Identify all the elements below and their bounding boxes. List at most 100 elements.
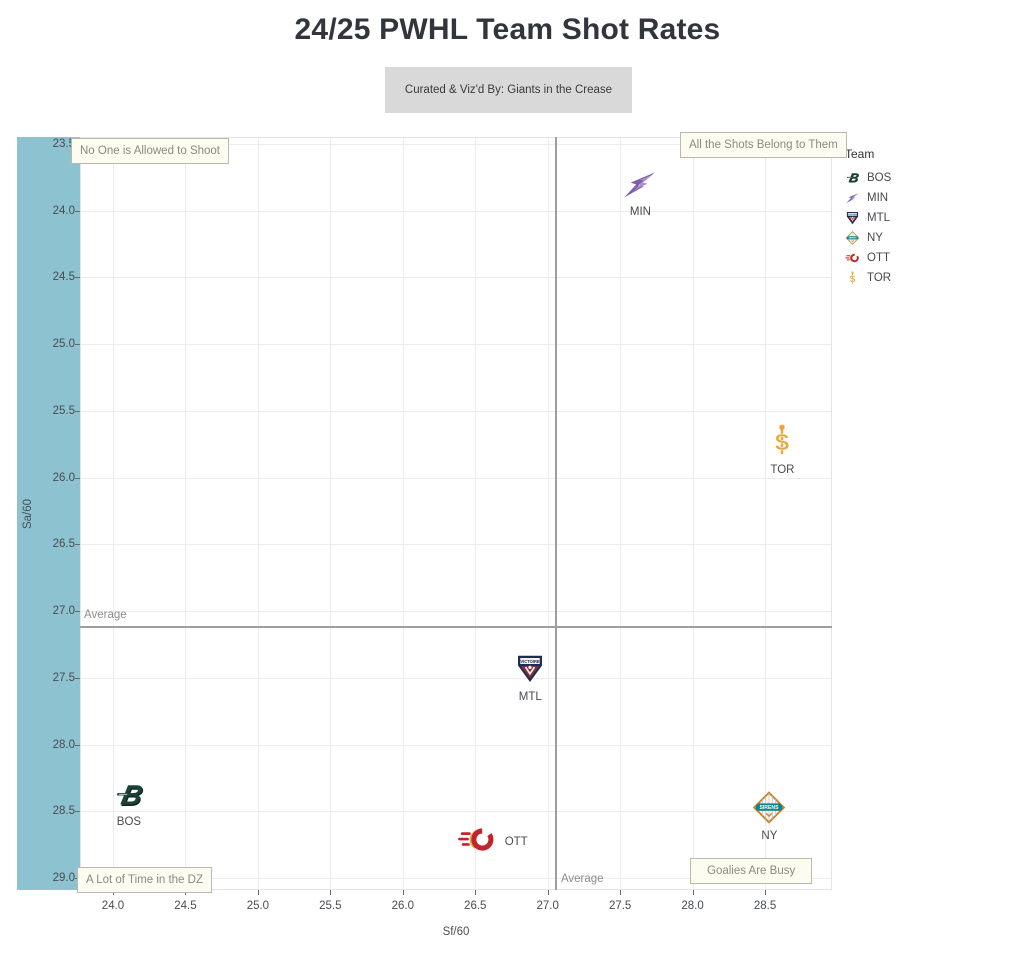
mtl-logo-icon [845, 211, 860, 225]
gridline [475, 138, 477, 889]
ott-logo-icon [457, 826, 497, 853]
y-tick-label: 26.0 [52, 471, 75, 484]
x-tick-mark [620, 890, 622, 895]
ny-logo-icon [845, 231, 860, 245]
bos-logo-icon [845, 171, 860, 185]
x-tick-label: 25.5 [319, 900, 342, 912]
y-tick-label: 26.5 [52, 538, 75, 551]
legend-item-min[interactable]: MIN [845, 188, 891, 208]
min-logo-icon [621, 169, 659, 199]
y-tick-mark [75, 344, 80, 346]
gridline [81, 344, 831, 346]
point-ott[interactable]: OTT [457, 826, 528, 855]
legend-label: BOS [867, 172, 892, 184]
y-tick-mark [75, 677, 80, 679]
gridline [81, 210, 831, 212]
y-tick-label: 25.0 [52, 338, 75, 351]
point-label-tor: TOR [770, 463, 795, 476]
x-tick-mark [547, 890, 549, 895]
point-mtl[interactable]: MTL [517, 653, 544, 703]
credit-box: Curated & Viz'd By: Giants in the Crease [385, 67, 632, 113]
point-label-min: MIN [629, 205, 651, 218]
x-tick-mark [765, 890, 767, 895]
gridline [547, 138, 549, 889]
average-line-label: Average [560, 873, 604, 885]
x-tick-label: 24.0 [101, 900, 125, 912]
gridline [81, 544, 831, 546]
legend-item-ny[interactable]: NY [845, 228, 891, 248]
mtl-logo [517, 653, 544, 689]
y-tick-label: 29.0 [52, 871, 75, 884]
point-label-bos: BOS [116, 815, 142, 828]
y-tick-mark [75, 544, 80, 546]
gridline [81, 611, 831, 613]
tor-logo-icon [845, 271, 860, 285]
y-tick-label: 25.5 [52, 404, 75, 417]
legend-label: NY [867, 232, 883, 244]
annotation-bottom-right: Goalies Are Busy [690, 858, 813, 884]
y-tick-label: 27.0 [52, 605, 75, 618]
y-axis-title: Sa/60 [22, 498, 34, 529]
average-line-label: Average [84, 608, 127, 621]
legend-item-ott[interactable]: OTT [845, 248, 891, 268]
average-line-horizontal [80, 625, 832, 628]
y-tick-label: 28.5 [52, 805, 75, 818]
y-tick-mark [75, 410, 80, 412]
y-tick-mark [75, 210, 80, 212]
y-tick-mark [75, 477, 80, 479]
gridline [620, 138, 622, 889]
point-bos[interactable]: BOS [112, 781, 145, 828]
x-axis-title: Sf/60 [442, 926, 470, 938]
y-tick-mark [75, 611, 80, 613]
gridline [81, 144, 831, 145]
point-label-mtl: MTL [518, 690, 542, 703]
point-min[interactable]: MIN [621, 169, 659, 218]
point-tor[interactable]: TOR [770, 423, 794, 476]
point-ny[interactable]: NY [752, 791, 786, 842]
page-title: 24/25 PWHL Team Shot Rates [294, 13, 721, 46]
y-tick-mark [75, 744, 80, 746]
gridline [692, 138, 694, 889]
x-tick-label: 28.0 [681, 900, 704, 912]
gridline [81, 410, 831, 412]
legend-label: TOR [867, 272, 892, 284]
gridline [185, 138, 187, 889]
x-tick-mark [692, 890, 694, 895]
y-tick-label: 28.0 [52, 738, 75, 751]
legend-title: Team [845, 147, 875, 161]
legend-item-tor[interactable]: TOR [845, 268, 891, 288]
annotation-top-left: No One is Allowed to Shoot [71, 138, 229, 164]
x-tick-label: 26.5 [464, 900, 487, 912]
average-line-vertical [554, 137, 557, 890]
y-tick-label: 24.0 [52, 204, 75, 217]
x-tick-label: 25.0 [246, 900, 270, 912]
x-tick-mark [475, 890, 477, 895]
x-tick-label: 27.5 [608, 900, 632, 912]
x-tick-label: 26.0 [391, 900, 414, 912]
x-tick-label: 27.0 [536, 900, 559, 912]
x-tick-label: 24.5 [174, 900, 197, 912]
x-tick-mark [257, 890, 259, 895]
gridline [81, 477, 831, 479]
annotation-top-right: All the Shots Belong to Them [680, 132, 847, 158]
tor-logo [772, 423, 793, 462]
point-label-ny: NY [761, 830, 778, 843]
x-tick-mark [330, 890, 332, 895]
legend-item-bos[interactable]: BOS [845, 168, 891, 188]
tor-logo-icon [772, 423, 793, 457]
annotation-bottom-left: A Lot of Time in the DZ [77, 867, 212, 893]
gridline [81, 677, 831, 679]
legend-item-mtl[interactable]: MTL [845, 208, 891, 228]
ny-logo-icon [752, 791, 786, 824]
legend-label: MIN [867, 192, 889, 204]
x-tick-mark [402, 890, 404, 895]
legend-label: MTL [867, 212, 890, 224]
y-axis-band [17, 137, 80, 890]
ott-logo-icon [845, 251, 860, 265]
mtl-logo-icon [517, 653, 544, 684]
bos-logo-icon [112, 781, 145, 809]
plot-area [80, 137, 832, 890]
gridline [81, 277, 831, 279]
y-tick-mark [75, 277, 80, 279]
ny-logo [752, 791, 786, 829]
